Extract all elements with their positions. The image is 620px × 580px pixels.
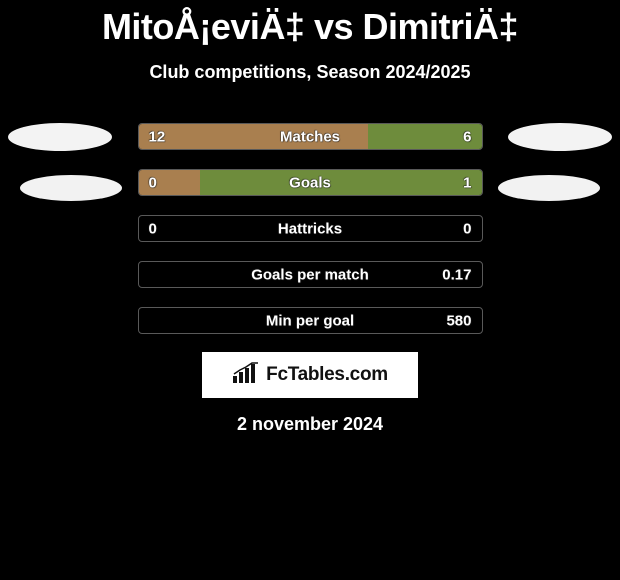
stat-row: 0 Goals 1: [138, 169, 483, 196]
stat-label: Goals: [289, 174, 331, 191]
stat-label: Hattricks: [278, 220, 342, 237]
chart-icon: [232, 362, 260, 389]
stat-value-right: 580: [446, 312, 471, 329]
player-avatar-right-shadow: [498, 175, 600, 201]
stat-row: Min per goal 580: [138, 307, 483, 334]
stat-value-left: 0: [149, 220, 157, 237]
player-avatar-left-shadow: [20, 175, 122, 201]
stat-label: Goals per match: [251, 266, 369, 283]
player-avatar-right: [508, 123, 612, 151]
stat-rows: 12 Matches 6 0 Goals 1 0 Hattricks 0 Goals per ma…: [138, 123, 483, 334]
brand-badge[interactable]: FcTables.com: [202, 352, 418, 398]
stat-value-right: 1: [463, 174, 471, 191]
stat-value-right: 0.17: [442, 266, 471, 283]
stat-label: Min per goal: [266, 312, 354, 329]
page-title: MitoÅ¡eviÄ‡ vs DimitriÄ‡: [102, 6, 518, 48]
stat-fill-right: [200, 170, 481, 195]
stat-row: 0 Hattricks 0: [138, 215, 483, 242]
stat-value-right: 0: [463, 220, 471, 237]
stat-row: 12 Matches 6: [138, 123, 483, 150]
date-label: 2 november 2024: [237, 414, 383, 435]
stat-label: Matches: [280, 128, 340, 145]
player-avatar-left: [8, 123, 112, 151]
stats-area: 12 Matches 6 0 Goals 1 0 Hattricks 0 Goals per ma…: [0, 123, 620, 334]
comparison-widget: MitoÅ¡eviÄ‡ vs DimitriÄ‡ Club competitio…: [0, 0, 620, 435]
stat-value-right: 6: [463, 128, 471, 145]
stat-value-left: 0: [149, 174, 157, 191]
brand-text: FcTables.com: [266, 364, 388, 386]
page-subtitle: Club competitions, Season 2024/2025: [149, 62, 470, 83]
stat-value-left: 12: [149, 128, 166, 145]
stat-row: Goals per match 0.17: [138, 261, 483, 288]
